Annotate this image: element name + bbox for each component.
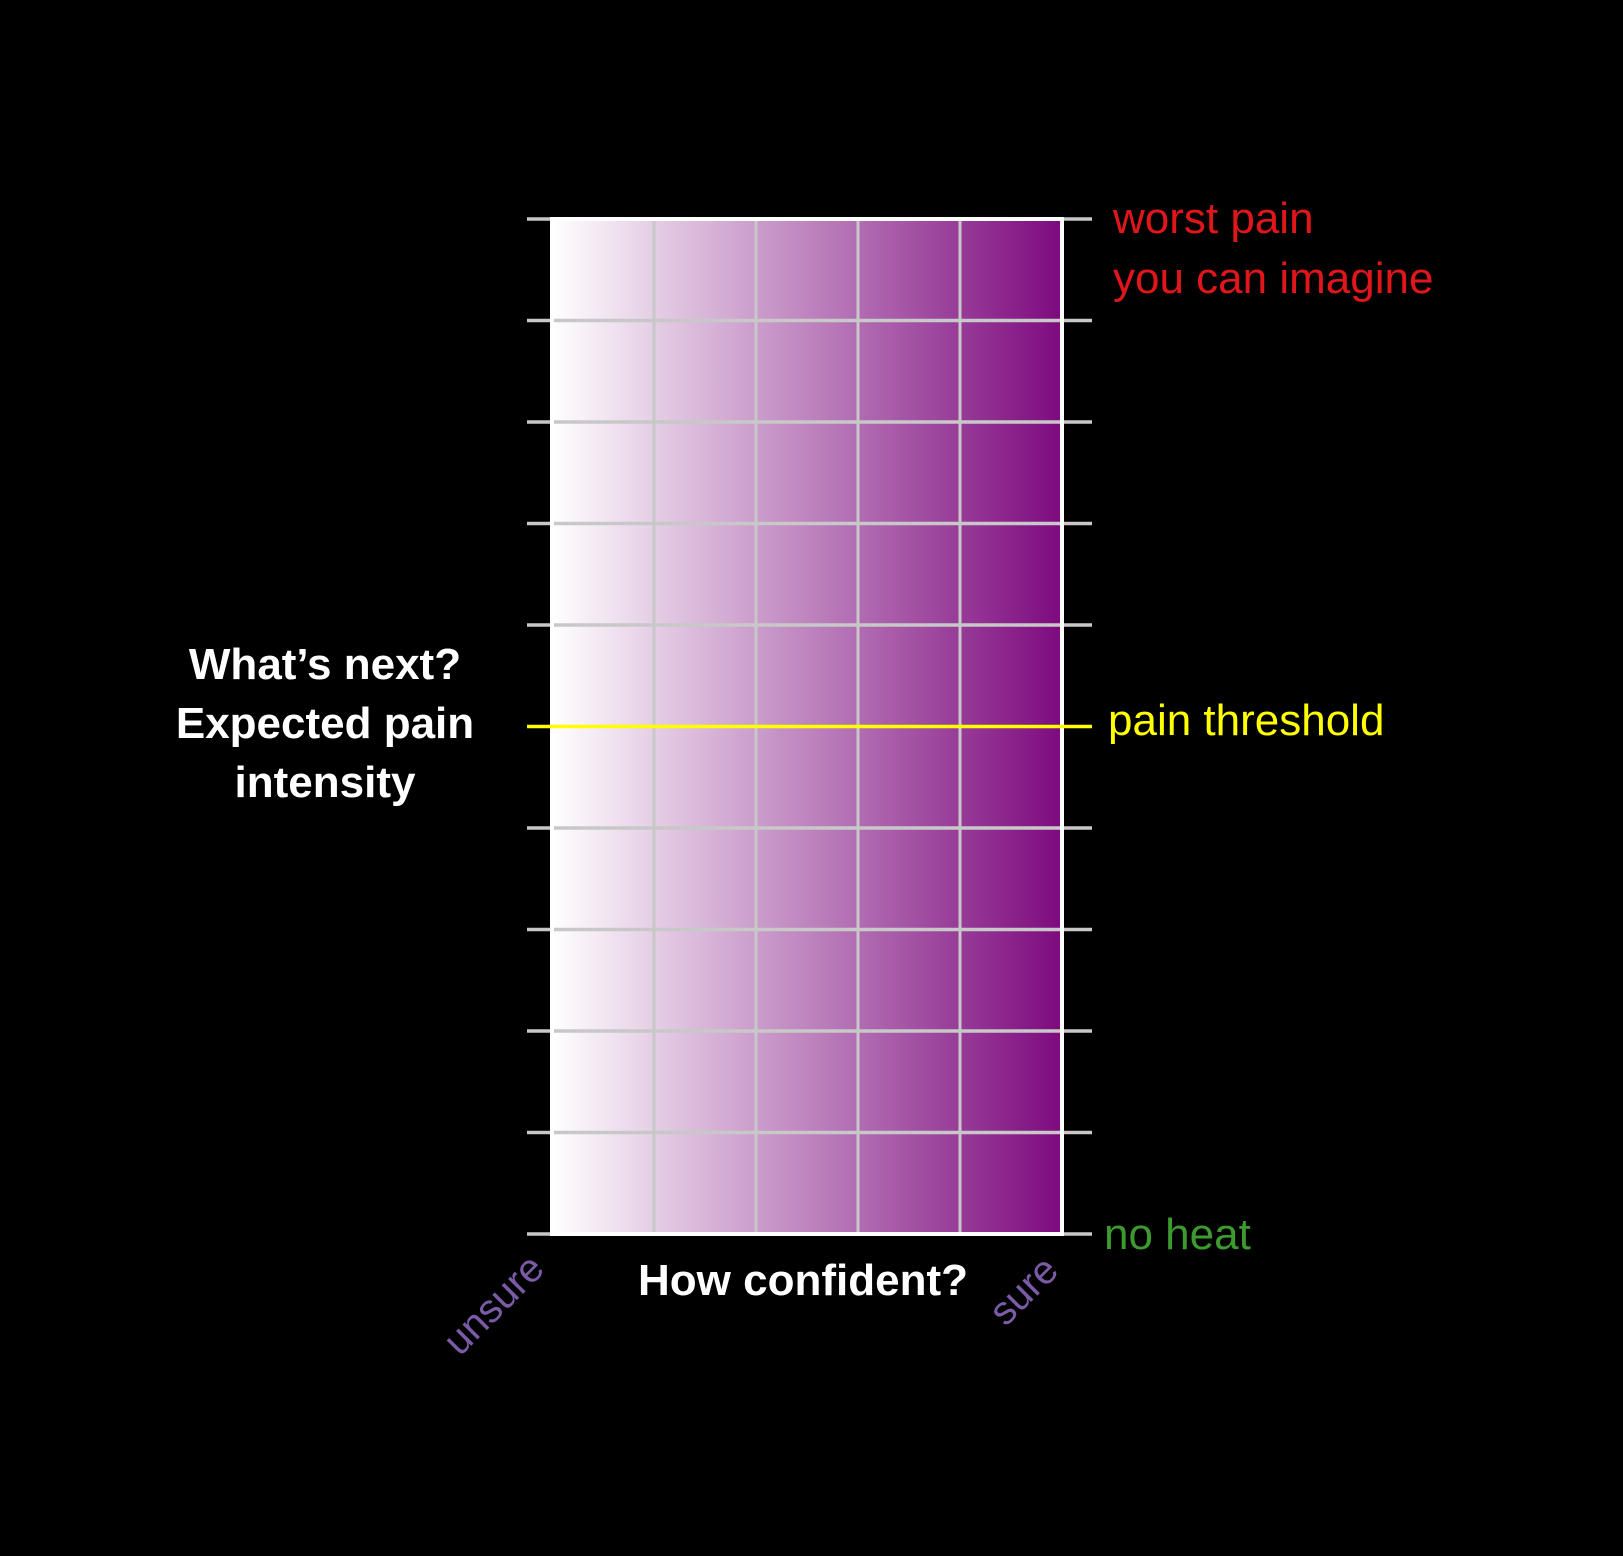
unsure-label: unsure [435, 1246, 553, 1364]
y-axis-title-line-1: What’s next? [189, 640, 461, 689]
y-axis-title-line-2: Expected pain [176, 699, 474, 748]
sure-label: sure [981, 1248, 1067, 1334]
no-heat-label: no heat [1104, 1210, 1251, 1259]
x-axis-title: How confident? [638, 1256, 968, 1305]
worst-pain-label-line-1: worst pain [1112, 194, 1314, 243]
pain-threshold-label: pain threshold [1108, 696, 1384, 745]
worst-pain-label-line-2: you can imagine [1113, 254, 1433, 303]
y-axis-title-line-3: intensity [235, 758, 416, 807]
